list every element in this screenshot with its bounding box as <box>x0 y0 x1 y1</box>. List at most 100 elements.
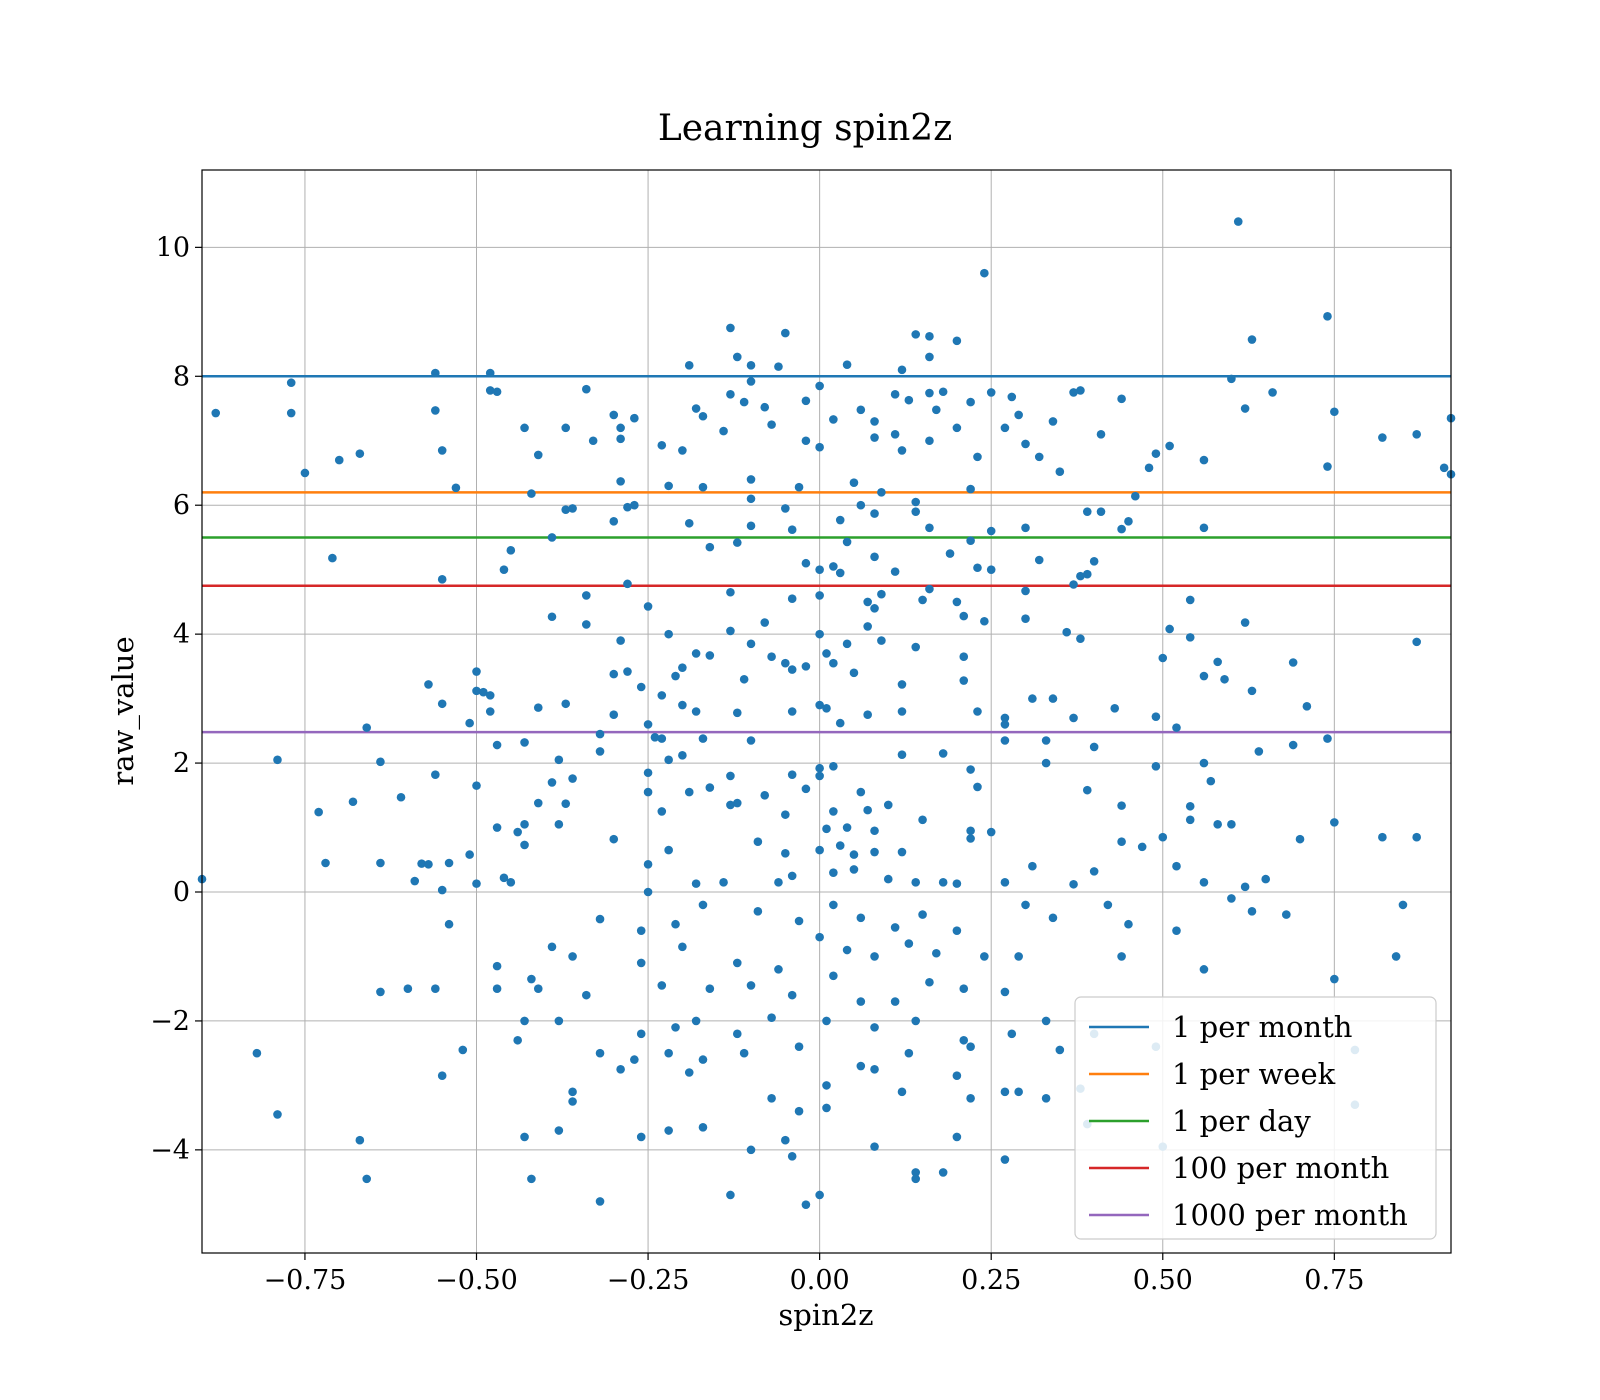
scatter-point <box>636 926 646 935</box>
scatter-point <box>520 423 529 433</box>
scatter-point <box>705 651 715 660</box>
scatter-point <box>945 549 955 558</box>
scatter-point <box>966 1042 975 1052</box>
scatter-point <box>904 939 914 948</box>
scatter-point <box>890 390 900 399</box>
scatter-point <box>643 887 653 897</box>
scatter-point <box>1117 524 1126 534</box>
scatter-point <box>815 381 824 391</box>
scatter-point <box>1158 653 1168 663</box>
scatter-point <box>561 505 571 515</box>
scatter-point <box>1082 507 1092 516</box>
scatter-point <box>1076 571 1085 581</box>
scatter-point <box>465 850 474 859</box>
scatter-point <box>698 1122 708 1132</box>
scatter-point <box>1007 1029 1017 1039</box>
scatter-point <box>1165 441 1174 451</box>
scatter-point <box>870 604 879 613</box>
scatter-point <box>911 507 921 516</box>
scatter-point <box>657 691 667 700</box>
scatter-point <box>1000 878 1010 887</box>
scatter-point <box>334 455 344 465</box>
x-tick-label: 0.00 <box>790 1265 850 1296</box>
scatter-point <box>1330 818 1339 827</box>
scatter-point <box>973 782 982 792</box>
scatter-point <box>1206 776 1216 786</box>
scatter-point <box>959 676 969 685</box>
scatter-point <box>691 649 701 658</box>
scatter-point <box>664 755 673 765</box>
scatter-point <box>547 778 557 787</box>
scatter-point <box>746 1145 756 1155</box>
scatter-point <box>431 984 440 993</box>
scatter-point <box>376 757 385 767</box>
scatter-point <box>897 680 907 689</box>
scatter-point <box>952 597 962 607</box>
scatter-point <box>499 565 509 574</box>
scatter-point <box>554 1126 564 1135</box>
scatter-point <box>1021 614 1030 623</box>
scatter-point <box>684 361 694 370</box>
scatter-point <box>815 932 824 942</box>
scatter-point <box>1240 404 1250 413</box>
scatter-point <box>1131 491 1140 501</box>
scatter-point <box>870 1023 879 1032</box>
scatter-point <box>533 450 543 460</box>
scatter-point <box>582 620 591 629</box>
scatter-point <box>932 405 941 415</box>
scatter-point <box>520 820 529 829</box>
scatter-point <box>513 1035 522 1045</box>
scatter-point <box>966 834 975 843</box>
scatter-point <box>1323 734 1332 743</box>
scatter-point <box>794 482 804 492</box>
scatter-point <box>938 749 948 758</box>
scatter-point <box>1172 723 1181 732</box>
scatter-point <box>1089 742 1099 752</box>
scatter-point <box>636 1029 646 1039</box>
scatter-point <box>849 668 859 678</box>
scatter-point <box>925 436 934 446</box>
scatter-point <box>719 878 728 887</box>
scatter-point <box>1247 907 1257 916</box>
scatter-point <box>616 1064 625 1074</box>
scatter-point <box>870 1142 879 1151</box>
scatter-point <box>1137 842 1147 852</box>
x-tick-label: −0.25 <box>607 1265 690 1296</box>
scatter-point <box>760 791 770 800</box>
scatter-point <box>650 732 660 742</box>
scatter-point <box>609 410 619 420</box>
scatter-point <box>568 774 577 783</box>
y-axis-label: raw_value <box>106 636 141 785</box>
scatter-point <box>1062 627 1071 637</box>
scatter-point <box>980 268 989 278</box>
scatter-point <box>533 703 543 712</box>
scatter-point <box>472 667 481 676</box>
scatter-point <box>1096 507 1106 516</box>
scatter-point <box>829 658 838 668</box>
scatter-point <box>1117 394 1126 404</box>
scatter-point <box>952 423 962 433</box>
scatter-point <box>835 718 845 728</box>
scatter-point <box>1378 832 1387 842</box>
scatter-point <box>1378 433 1387 442</box>
scatter-point <box>959 1035 969 1045</box>
scatter-point <box>829 562 838 571</box>
x-axis-ticks: −0.75 −0.50 −0.25 0.00 0.25 0.50 0.75 <box>264 1253 1364 1296</box>
scatter-point <box>465 718 474 728</box>
scatter-point <box>211 408 221 418</box>
scatter-point <box>616 636 625 645</box>
scatter-point <box>698 482 708 492</box>
scatter-point <box>485 707 495 716</box>
scatter-point <box>1398 900 1408 910</box>
scatter-point <box>1117 801 1126 810</box>
scatter-point <box>904 1048 914 1058</box>
scatter-point <box>1240 882 1250 892</box>
scatter-point <box>616 477 625 486</box>
scatter-point <box>1288 658 1298 667</box>
scatter-point <box>609 669 619 679</box>
scatter-point <box>863 622 872 631</box>
scatter-point <box>1055 467 1065 476</box>
scatter-point <box>1021 586 1030 596</box>
scatter-point <box>1041 1016 1051 1026</box>
scatter-point <box>842 639 852 649</box>
